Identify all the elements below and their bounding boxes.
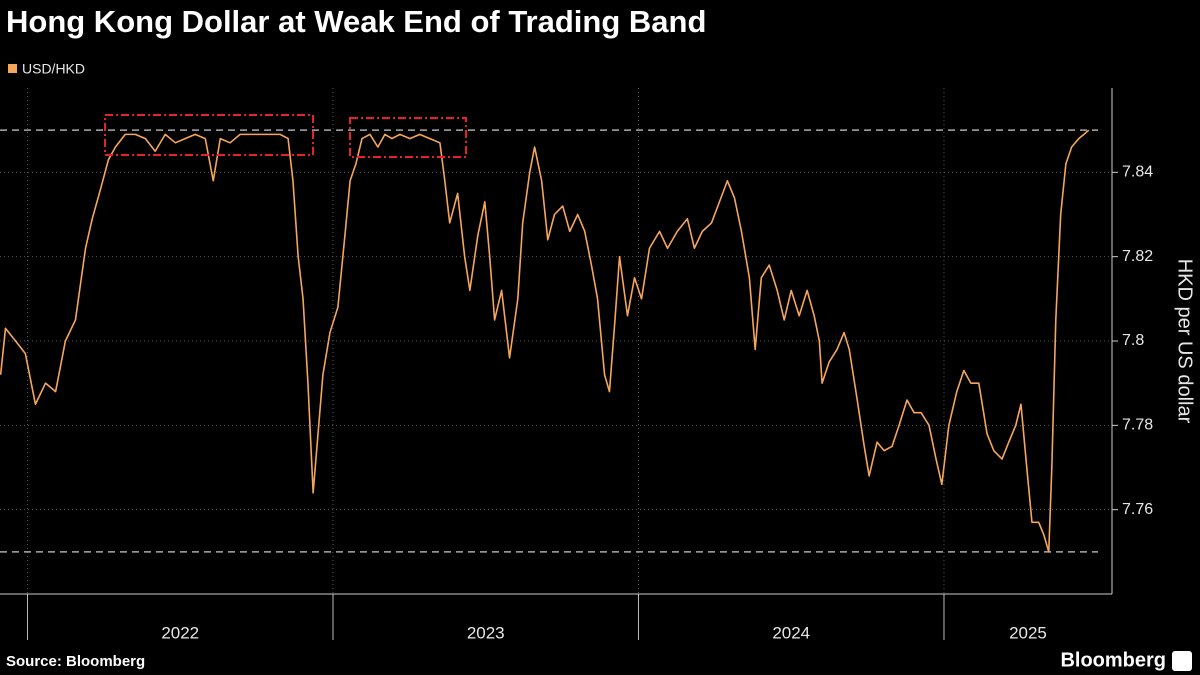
x-tick-label: 2025 <box>1009 623 1047 642</box>
legend-swatch <box>8 64 17 73</box>
series-line <box>0 129 1090 553</box>
y-tick-label: 7.82 <box>1122 248 1153 265</box>
plot-area: 7.76 7.78 7.8 7.82 7.84 2022 2023 2024 2025 <box>0 88 1153 642</box>
brand-icon <box>1172 651 1192 671</box>
y-tick-label: 7.84 <box>1122 164 1153 181</box>
highlight-box <box>104 114 314 156</box>
x-tick-label: 2022 <box>161 623 199 642</box>
y-tick-label: 7.8 <box>1122 332 1144 349</box>
x-tick-label: 2024 <box>772 623 810 642</box>
legend-label: USD/HKD <box>22 61 85 77</box>
brand: Bloomberg <box>1060 649 1166 671</box>
chart-title: Hong Kong Dollar at Weak End of Trading … <box>6 4 706 39</box>
x-tick-label: 2023 <box>467 623 505 642</box>
y-tick-label: 7.76 <box>1122 501 1153 518</box>
y-axis-label: HKD per US dollar <box>1174 259 1196 424</box>
source: Source: Bloomberg <box>6 653 145 670</box>
highlight-box <box>349 117 467 158</box>
y-tick-label: 7.78 <box>1122 417 1153 434</box>
